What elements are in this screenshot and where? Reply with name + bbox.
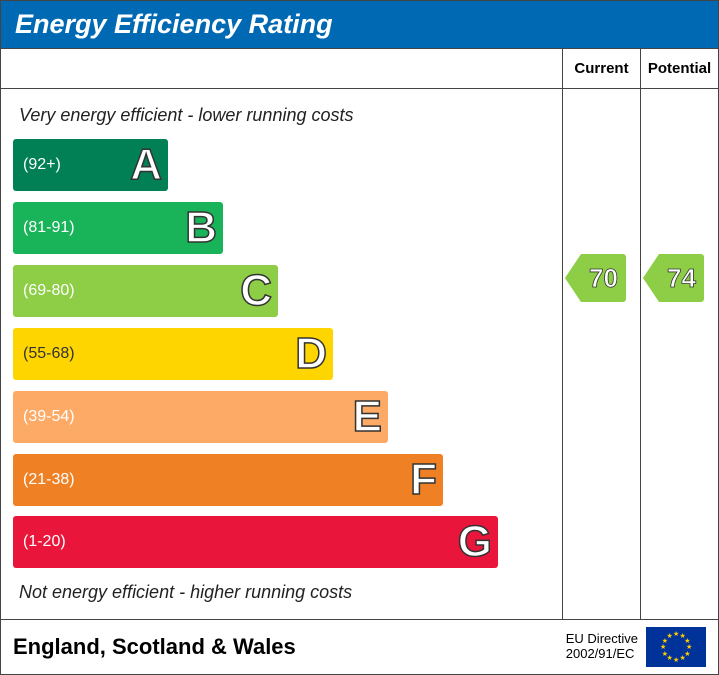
content-area: Current Potential Very energy efficient … xyxy=(1,48,718,674)
directive-text: EU Directive 2002/91/EC xyxy=(566,632,638,662)
header-spacer xyxy=(1,49,562,88)
band-row-a: (92+) A xyxy=(1,136,562,194)
band-row-g: (1-20) G xyxy=(1,513,562,571)
star-icon: ★ xyxy=(680,654,686,662)
band-range-b: (81-91) xyxy=(23,219,75,237)
epc-chart: Energy Efficiency Rating Current Potenti… xyxy=(0,0,719,675)
band-b: (81-91) B xyxy=(13,202,223,254)
band-f: (21-38) F xyxy=(13,454,443,506)
band-row-e: (39-54) E xyxy=(1,388,562,446)
potential-pointer-value: 74 xyxy=(659,254,704,302)
current-pointer-arrow-icon xyxy=(565,254,581,302)
band-range-d: (55-68) xyxy=(23,345,75,363)
band-letter-a: A xyxy=(130,140,162,190)
band-c: (69-80) C xyxy=(13,265,278,317)
band-a: (92+) A xyxy=(13,139,168,191)
current-pointer: 70 xyxy=(565,254,626,302)
band-range-c: (69-80) xyxy=(23,282,75,300)
title-text: Energy Efficiency Rating xyxy=(15,9,333,39)
body-row: Very energy efficient - lower running co… xyxy=(1,89,718,620)
band-g: (1-20) G xyxy=(13,516,498,568)
band-letter-f: F xyxy=(410,455,437,505)
band-letter-g: G xyxy=(458,517,492,567)
band-row-f: (21-38) F xyxy=(1,451,562,509)
directive-line1: EU Directive xyxy=(566,632,638,647)
column-header-row: Current Potential xyxy=(1,49,718,89)
band-range-a: (92+) xyxy=(23,156,61,174)
band-letter-c: C xyxy=(240,266,272,316)
band-d: (55-68) D xyxy=(13,328,333,380)
directive-line2: 2002/91/EC xyxy=(566,647,638,662)
band-row-d: (55-68) D xyxy=(1,325,562,383)
band-letter-e: E xyxy=(353,392,382,442)
band-range-e: (39-54) xyxy=(23,408,75,426)
current-pointer-value: 70 xyxy=(581,254,626,302)
band-row-c: (69-80) C xyxy=(1,262,562,320)
band-row-b: (81-91) B xyxy=(1,199,562,257)
caption-bottom: Not energy efficient - higher running co… xyxy=(1,576,562,609)
potential-pointer: 74 xyxy=(643,254,704,302)
current-column: 70 xyxy=(562,89,640,619)
bands-area: Very energy efficient - lower running co… xyxy=(1,89,562,619)
header-potential: Potential xyxy=(640,49,718,88)
header-current: Current xyxy=(562,49,640,88)
eu-flag-icon: ★★★★★★★★★★★★ xyxy=(646,627,706,667)
star-icon: ★ xyxy=(673,656,679,664)
star-icon: ★ xyxy=(667,632,673,640)
caption-top: Very energy efficient - lower running co… xyxy=(1,99,562,132)
band-range-g: (1-20) xyxy=(23,533,66,551)
band-letter-d: D xyxy=(295,329,327,379)
region-label: England, Scotland & Wales xyxy=(13,634,566,660)
band-e: (39-54) E xyxy=(13,391,388,443)
title-bar: Energy Efficiency Rating xyxy=(1,1,718,48)
potential-column: 74 xyxy=(640,89,718,619)
bands-list: (92+) A (81-91) B (69-80) C (55-68) D (39-54) E (2… xyxy=(1,132,562,576)
star-icon: ★ xyxy=(673,630,679,638)
band-range-f: (21-38) xyxy=(23,471,75,489)
footer: England, Scotland & Wales EU Directive 2… xyxy=(1,620,718,674)
band-letter-b: B xyxy=(185,203,217,253)
potential-pointer-arrow-icon xyxy=(643,254,659,302)
